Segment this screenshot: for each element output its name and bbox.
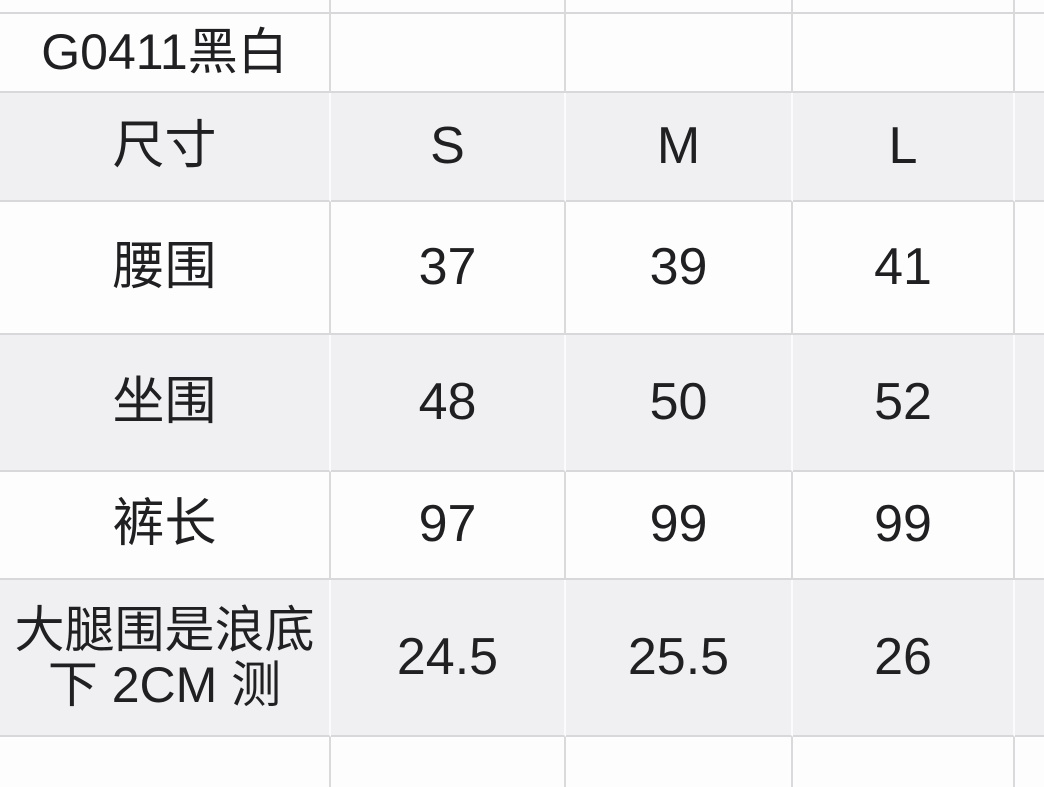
pant-length-value-l: 99 (793, 472, 1015, 580)
thigh-value-m: 25.5 (566, 580, 793, 737)
pant-length-label: 裤长 (0, 472, 331, 580)
size-header-label: 尺寸 (0, 93, 331, 202)
empty-cell (1015, 202, 1044, 335)
empty-cell (331, 0, 566, 14)
thigh-label-line2: 下 2CM 测 (47, 656, 282, 713)
empty-cell (566, 737, 793, 787)
empty-cell (331, 737, 566, 787)
empty-cell (793, 737, 1015, 787)
waist-value-m: 39 (566, 202, 793, 335)
product-code-cell: G0411黑白 (0, 14, 331, 93)
empty-cell (566, 14, 793, 93)
empty-cell (1015, 580, 1044, 737)
empty-cell (1015, 472, 1044, 580)
thigh-label-line1: 大腿围是浪底 (14, 601, 315, 658)
empty-cell (1015, 93, 1044, 202)
waist-label: 腰围 (0, 202, 331, 335)
size-header-l: L (793, 93, 1015, 202)
hip-label: 坐围 (0, 335, 331, 472)
empty-cell (1015, 14, 1044, 93)
empty-cell (1015, 0, 1044, 14)
empty-cell (0, 0, 331, 14)
hip-value-s: 48 (331, 335, 566, 472)
pant-length-value-s: 97 (331, 472, 566, 580)
pant-length-value-m: 99 (566, 472, 793, 580)
empty-cell (331, 14, 566, 93)
thigh-label: 大腿围是浪底 下 2CM 测 (0, 580, 331, 737)
waist-value-s: 37 (331, 202, 566, 335)
empty-cell (1015, 335, 1044, 472)
hip-value-l: 52 (793, 335, 1015, 472)
thigh-value-l: 26 (793, 580, 1015, 737)
waist-value-l: 41 (793, 202, 1015, 335)
thigh-value-s: 24.5 (331, 580, 566, 737)
size-header-s: S (331, 93, 566, 202)
empty-cell (1015, 737, 1044, 787)
size-header-m: M (566, 93, 793, 202)
hip-value-m: 50 (566, 335, 793, 472)
empty-cell (793, 14, 1015, 93)
empty-cell (793, 0, 1015, 14)
empty-cell (566, 0, 793, 14)
empty-cell (0, 737, 331, 787)
